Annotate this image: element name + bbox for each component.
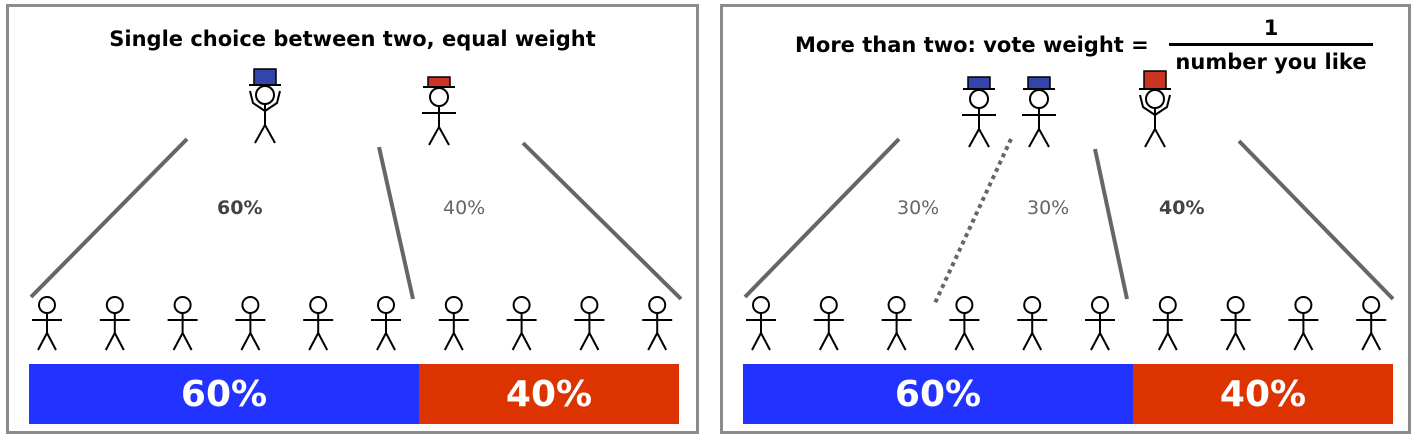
panel-single-choice: Single choice between two, equal weight xyxy=(6,4,699,434)
voting-diagram xyxy=(743,70,1395,351)
result-bar: 60% 40% xyxy=(743,364,1393,424)
result-segment-blue: 60% xyxy=(29,364,419,424)
fraction-denominator: number you like xyxy=(1175,50,1367,74)
share-label-red: 40% xyxy=(443,197,486,219)
voter-figure xyxy=(813,296,844,351)
candidate-red-hat-figure xyxy=(1139,70,1171,148)
share-label-red: 40% xyxy=(1159,197,1205,219)
voter-row xyxy=(746,296,1387,351)
voter-figure xyxy=(438,296,469,351)
share-label-blue-1: 30% xyxy=(897,197,940,219)
divider-line-right xyxy=(1237,139,1395,301)
share-label-blue: 60% xyxy=(217,197,263,219)
candidate-blue-hat-figure xyxy=(249,68,281,144)
voter-figure xyxy=(1085,296,1115,351)
voter-row xyxy=(32,296,673,351)
divider-line-right xyxy=(521,141,683,301)
voter-figure xyxy=(574,296,605,351)
voter-figure xyxy=(1152,296,1183,351)
candidate-red-hat-figure xyxy=(422,76,456,146)
voter-figure xyxy=(1288,296,1319,351)
voter-figure xyxy=(642,296,673,351)
voter-figure xyxy=(746,296,776,351)
voter-figure xyxy=(371,296,401,351)
candidate-blue-hat-figure xyxy=(962,76,996,148)
voter-figure xyxy=(99,296,130,351)
voter-figure xyxy=(235,296,266,351)
voter-figure xyxy=(1356,296,1387,351)
voter-figure xyxy=(1017,296,1048,351)
panel-title: Single choice between two, equal weight xyxy=(109,27,596,51)
voter-figure xyxy=(167,296,198,351)
result-segment-blue: 60% xyxy=(743,364,1133,424)
result-segment-red: 40% xyxy=(419,364,679,424)
vote-weight-fraction: 1 number you like xyxy=(1169,15,1373,74)
fraction-numerator: 1 xyxy=(1263,16,1279,40)
divider-line-middle xyxy=(377,146,415,300)
divider-line-left xyxy=(743,137,901,299)
share-label-blue-2: 30% xyxy=(1027,197,1070,219)
voter-figure xyxy=(506,296,537,351)
voter-figure xyxy=(303,296,334,351)
result-segment-red: 40% xyxy=(1133,364,1393,424)
voter-figure xyxy=(881,296,912,351)
voter-figure xyxy=(32,296,62,351)
voter-figure xyxy=(949,296,980,351)
candidate-blue-hat-figure xyxy=(1022,76,1056,148)
divider-line-middle xyxy=(1093,148,1129,300)
panel-multiple-choice: More than two: vote weight = 1 number yo… xyxy=(720,4,1411,434)
divider-line-left xyxy=(29,137,189,299)
voting-diagram xyxy=(29,68,683,351)
fraction-bar xyxy=(1169,43,1373,46)
panel-title: More than two: vote weight = xyxy=(795,33,1149,57)
divider-line-dotted xyxy=(933,138,1013,304)
result-bar: 60% 40% xyxy=(29,364,679,424)
voter-figure xyxy=(1220,296,1251,351)
